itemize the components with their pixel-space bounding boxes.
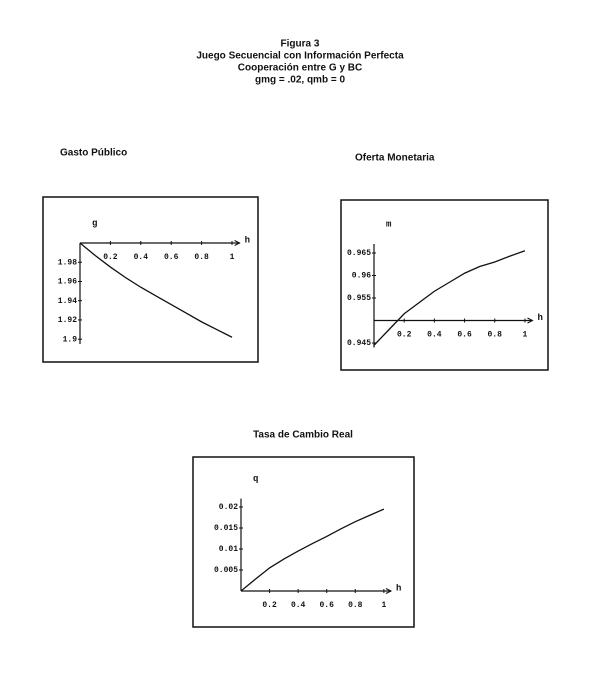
chart-title: Tasa de Cambio Real	[253, 430, 353, 441]
x-axis-arrow	[527, 317, 534, 324]
y-tick-label: 0.965	[347, 249, 371, 258]
y-tick-label: 1.92	[58, 316, 77, 325]
header-line: Juego Secuencial con Información Perfect…	[196, 51, 404, 62]
x-axis-label: h	[396, 583, 401, 593]
header-line: Figura 3	[281, 39, 320, 50]
header-line: gmg = .02, qmb = 0	[255, 75, 345, 86]
data-line	[240, 508, 385, 592]
x-tick-label: 0.8	[348, 601, 363, 610]
x-tick-label: 1	[230, 253, 235, 262]
x-tick-label: 0.6	[457, 331, 472, 340]
x-tick-label: 0.6	[164, 253, 179, 262]
x-tick-label: 0.2	[103, 253, 118, 262]
x-axis-arrow	[234, 240, 241, 246]
x-tick-label: 1	[381, 601, 386, 610]
y-axis-label: g	[92, 218, 97, 228]
y-tick-label: 1.96	[58, 278, 77, 287]
x-tick-label: 0.2	[262, 601, 277, 610]
x-tick-label: 0.2	[397, 331, 412, 340]
x-tick-label: 0.4	[134, 253, 149, 262]
y-tick-label: 0.005	[214, 566, 238, 575]
chart-frame	[42, 196, 259, 363]
y-tick-label: 0.955	[347, 294, 371, 303]
data-line	[79, 242, 233, 338]
y-tick-label: 0.02	[219, 503, 238, 512]
x-axis-label: h	[538, 313, 543, 323]
y-tick-label: 0.945	[347, 339, 371, 348]
data-line	[373, 250, 526, 346]
x-tick-label: 0.4	[427, 331, 442, 340]
chart-title: Gasto Público	[60, 148, 127, 159]
x-tick-label: 0.8	[488, 331, 503, 340]
header-line: Cooperación entre G y BC	[238, 63, 362, 74]
chart-title: Oferta Monetaria	[355, 153, 435, 164]
y-tick-label: 1.98	[58, 258, 77, 267]
y-tick-label: 1.94	[58, 297, 77, 306]
y-tick-label: 0.01	[219, 545, 238, 554]
y-tick-label: 0.015	[214, 524, 238, 533]
x-tick-label: 0.8	[194, 253, 209, 262]
x-tick-label: 0.4	[291, 601, 306, 610]
y-axis-label: q	[253, 474, 258, 484]
y-tick-label: 0.96	[352, 272, 371, 281]
y-tick-label: 1.9	[63, 335, 78, 344]
x-tick-label: 1	[523, 331, 528, 340]
x-axis-arrow	[385, 588, 393, 594]
x-axis-label: h	[245, 235, 250, 245]
chart-frame	[340, 199, 549, 371]
chart-frame	[192, 456, 415, 628]
y-axis-label: m	[386, 219, 392, 229]
x-tick-label: 0.6	[320, 601, 335, 610]
